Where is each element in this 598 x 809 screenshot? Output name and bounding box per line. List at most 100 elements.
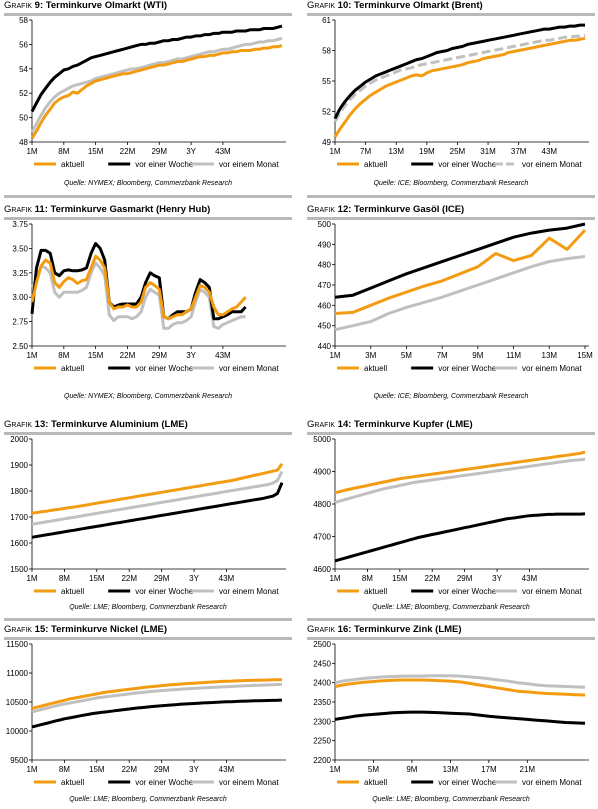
source-note: Quelle: ICE; Bloomberg, Commerzbank Rese… [373,180,529,187]
series-line [334,457,586,504]
chart-number: 10 [337,0,349,11]
chart-panel: Grafik 12: Terminkurve Gasöl (ICE) 440 45… [307,204,595,404]
series-line [30,254,247,321]
source-note: Quelle: LME; Bloomberg, Commerzbank Rese… [372,604,530,611]
y-tick-label: 440 [318,342,332,351]
x-tick-label: 21M [520,765,536,774]
y-tick-label: 2.50 [12,342,28,351]
x-tick-label: 43M [215,147,231,156]
series-line [334,255,586,332]
series-line [31,462,284,515]
legend-label: vor einer Woche [438,160,497,169]
x-tick-label: 1M [26,574,37,583]
x-tick-label: 17M [481,765,497,774]
chart-title: Grafik 12: Terminkurve Gasöl (ICE) [307,204,465,215]
title-rule [4,13,292,16]
x-tick-label: 13M [542,351,558,360]
grafik-label: Grafik [307,0,336,11]
y-tick-label: 52 [322,108,331,117]
legend-label: vor einer Woche [135,364,194,373]
legend-item: vor einem Monat [495,587,582,596]
y-tick-label: 49 [322,138,331,147]
line-chart: 2200 2250 2300 2350 2400 2450 2500 1M 5M 9M 13M 17M… [313,640,589,787]
legend-item: vor einer Woche [411,364,497,373]
x-tick-label: 15M [88,351,104,360]
y-tick-label: 5000 [313,435,331,444]
legend-label: aktuell [61,160,84,169]
legend-item: aktuell [34,364,84,373]
x-tick-label: 22M [121,574,137,583]
bottom-rule [307,618,595,621]
x-tick-label: 1M [329,574,340,583]
x-tick-label: 19M [419,147,435,156]
x-tick-label: 43M [219,574,235,583]
y-tick-label: 2450 [313,659,331,668]
x-tick-label: 8M [59,574,70,583]
y-tick-label: 2200 [313,756,331,765]
series-line [30,36,283,133]
y-tick-label: 9500 [10,756,28,765]
series-line [334,710,586,725]
title-rule [307,13,595,16]
x-tick-label: 43M [522,574,538,583]
y-tick-label: 3.00 [12,293,28,302]
line-chart: 440 450 460 470 480 490 500 1M 3M 5M 7M 9M 11M 13M 15M… [318,220,593,373]
y-tick-label: 4800 [313,500,331,509]
y-tick-label: 11000 [6,669,28,678]
x-tick-label: 15M [89,574,105,583]
legend-label: aktuell [364,160,387,169]
series-line [31,698,283,729]
x-tick-label: 29M [457,574,473,583]
chart-title-text: Terminkurve Nickel (LME) [51,624,168,635]
grafik-label: Grafik [4,624,33,635]
y-tick-label: 470 [318,281,332,290]
series-line [333,36,586,138]
source-note: Quelle: ICE; Bloomberg, Commerzbank Rese… [373,393,529,400]
chart-panel: Grafik 15: Terminkurve Nickel (LME) 9500… [4,624,292,809]
legend-item: vor einem Monat [192,587,279,596]
x-tick-label: 7M [437,351,448,360]
title-rule [307,637,595,640]
y-tick-label: 2300 [313,717,331,726]
y-tick-label: 54 [19,65,28,74]
y-tick-label: 1800 [10,487,28,496]
chart-title: Grafik 10: Terminkurve Olmarkt (Brent) [307,0,483,11]
chart-title-text: Terminkurve Aluminium (LME) [51,419,188,430]
legend-item: vor einem Monat [192,160,279,169]
legend-item: aktuell [34,587,84,596]
x-tick-label: 25M [450,147,466,156]
x-tick-label: 1M [329,147,340,156]
x-tick-label: 5M [368,765,379,774]
grafik-label: Grafik [4,0,33,11]
series-line [334,678,586,697]
source-note: Quelle: NYMEX; Bloomberg, Commerzbank Re… [63,180,233,187]
y-tick-label: 1900 [10,461,28,470]
y-tick-label: 48 [19,138,28,147]
legend-label: vor einer Woche [438,587,497,596]
y-tick-label: 480 [318,261,332,270]
series-line [333,23,585,120]
legend-item: vor einer Woche [108,160,194,169]
chart-panel: Grafik 14: Terminkurve Kupfer (LME) 4600… [307,419,595,621]
series-line [334,450,586,495]
legend-label: aktuell [61,587,84,596]
chart-number: 13 [34,419,46,430]
y-tick-label: 1700 [10,513,28,522]
y-tick-label: 2250 [313,737,331,746]
legend-item: vor einem Monat [192,778,279,787]
line-chart: 2.50 2.75 3.00 3.25 3.50 3.75 1M 8M 15M 22M 29M 3Y 4… [12,220,286,373]
y-tick-label: 61 [322,16,331,25]
legend-item: aktuell [337,364,387,373]
chart-number: 9 [34,0,40,11]
chart-title: Grafik 16: Terminkurve Zink (LME) [307,624,462,635]
x-tick-label: 3Y [492,574,502,583]
y-tick-label: 11500 [6,640,28,649]
x-tick-label: 22M [120,147,136,156]
series-line [334,674,586,689]
y-tick-label: 58 [19,16,28,25]
legend-label: aktuell [61,364,84,373]
line-chart: 48 50 52 54 56 58 1M 8M 15M 22M 29M 3Y 43M aktuell vor… [19,16,286,169]
chart-title: Grafik 14: Terminkurve Kupfer (LME) [307,419,473,430]
legend-item: vor einer Woche [108,587,194,596]
legend-label: vor einem Monat [219,160,279,169]
